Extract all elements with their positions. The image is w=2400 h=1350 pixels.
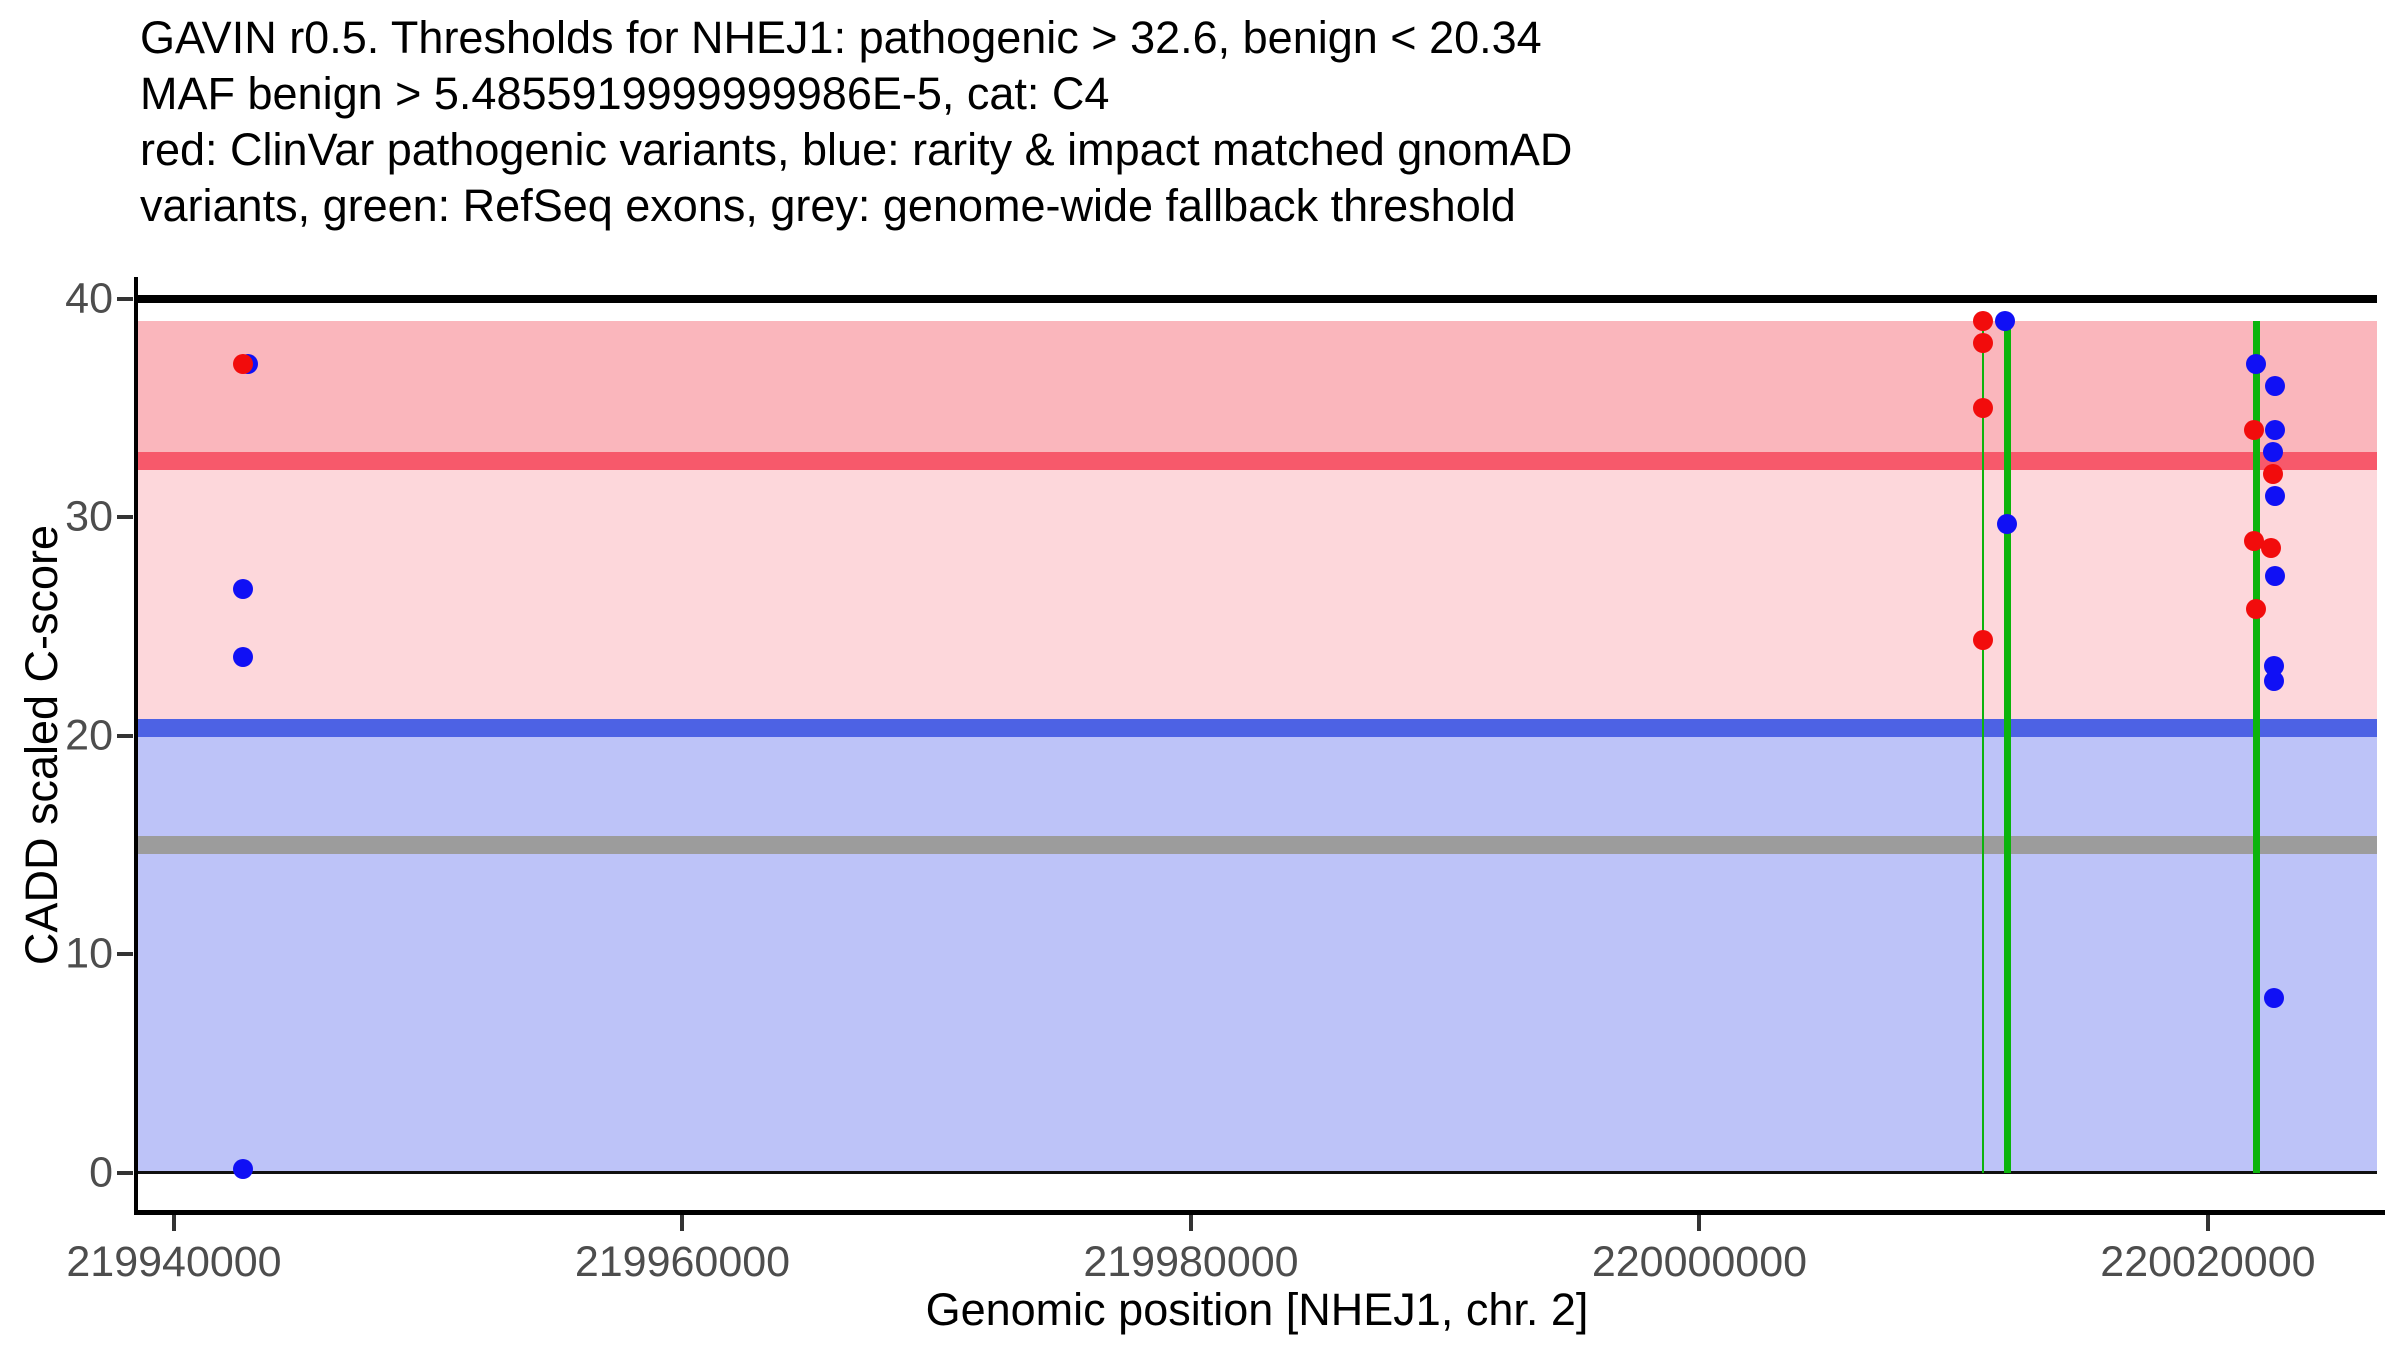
frame-line-zero-line — [137, 1171, 2377, 1175]
y-tick-label: 20 — [65, 711, 113, 760]
variant-point-gnomad — [1997, 513, 2018, 534]
variant-point-pathogenic — [1972, 310, 1993, 331]
variant-point-pathogenic — [1972, 398, 1993, 419]
variant-point-pathogenic — [1972, 629, 1993, 650]
y-axis-title: CADD scaled C-score — [16, 524, 67, 966]
x-tick-mark — [680, 1215, 685, 1231]
chart-title-line-2: MAF benign > 5.4855919999999986E-5, cat:… — [140, 68, 1110, 119]
x-tick-label: 220000000 — [1591, 1238, 1808, 1286]
variant-point-gnomad — [2246, 354, 2267, 375]
exon-line — [1981, 320, 1984, 1173]
exon-line — [2252, 320, 2260, 1173]
y-tick-label: 0 — [89, 1148, 113, 1197]
y-tick-label: 40 — [65, 274, 113, 323]
chart-title-line-3: red: ClinVar pathogenic variants, blue: … — [140, 124, 1573, 175]
y-tick-mark — [117, 1170, 133, 1175]
variant-point-pathogenic — [1972, 332, 1993, 353]
x-tick-mark — [171, 1215, 176, 1231]
variant-point-pathogenic — [2243, 531, 2264, 552]
y-axis-line — [134, 277, 138, 1215]
exon-line — [2003, 320, 2011, 1173]
variant-point-gnomad — [232, 647, 253, 668]
chart-title: GAVIN r0.5. Thresholds for NHEJ1: pathog… — [140, 10, 1572, 234]
y-tick-mark — [117, 296, 133, 301]
variant-point-gnomad — [2264, 988, 2285, 1009]
chart-title-line-4: variants, green: RefSeq exons, grey: gen… — [140, 180, 1516, 231]
x-tick-label: 219980000 — [1083, 1238, 1299, 1286]
y-tick-label: 10 — [65, 929, 113, 978]
y-tick-mark — [117, 733, 133, 738]
x-tick-label: 219940000 — [66, 1238, 282, 1286]
x-tick-mark — [1188, 1215, 1193, 1231]
variant-point-pathogenic — [2243, 419, 2264, 440]
x-tick-label: 220020000 — [2100, 1238, 2316, 1286]
x-axis-title: Genomic position [NHEJ1, chr. 2] — [925, 1284, 1589, 1335]
variant-point-gnomad — [2265, 376, 2286, 397]
y-tick-mark — [117, 515, 133, 520]
y-tick-label: 30 — [65, 492, 113, 541]
variant-point-gnomad — [232, 1158, 253, 1179]
variant-point-pathogenic — [232, 354, 253, 375]
x-tick-label: 219960000 — [574, 1238, 791, 1286]
variant-point-gnomad — [2265, 566, 2286, 587]
variant-point-gnomad — [1994, 310, 2015, 331]
variant-point-gnomad — [2264, 655, 2285, 676]
frame-line-top-line — [137, 294, 2377, 303]
variant-point-gnomad — [2264, 671, 2285, 692]
band-intermediate-region — [137, 460, 2377, 729]
variant-point-pathogenic — [2246, 599, 2267, 620]
chart-title-line-1: GAVIN r0.5. Thresholds for NHEJ1: pathog… — [140, 12, 1542, 63]
variant-point-pathogenic — [2261, 537, 2282, 558]
variant-point-gnomad — [2262, 441, 2283, 462]
x-axis-line — [134, 1210, 2385, 1215]
x-tick-mark — [1697, 1215, 1702, 1231]
threshold-line-genome-wide-fallback — [137, 836, 2377, 855]
variant-point-gnomad — [2265, 485, 2286, 506]
variant-point-gnomad — [232, 579, 253, 600]
band-benign-region — [137, 728, 2377, 1173]
x-tick-mark — [2205, 1215, 2210, 1231]
band-pathogenic-region — [137, 320, 2377, 461]
variant-point-pathogenic — [2262, 463, 2283, 484]
threshold-line-pathogenic — [137, 451, 2377, 470]
variant-point-gnomad — [2265, 419, 2286, 440]
threshold-line-benign — [137, 719, 2377, 738]
y-tick-mark — [117, 952, 133, 957]
